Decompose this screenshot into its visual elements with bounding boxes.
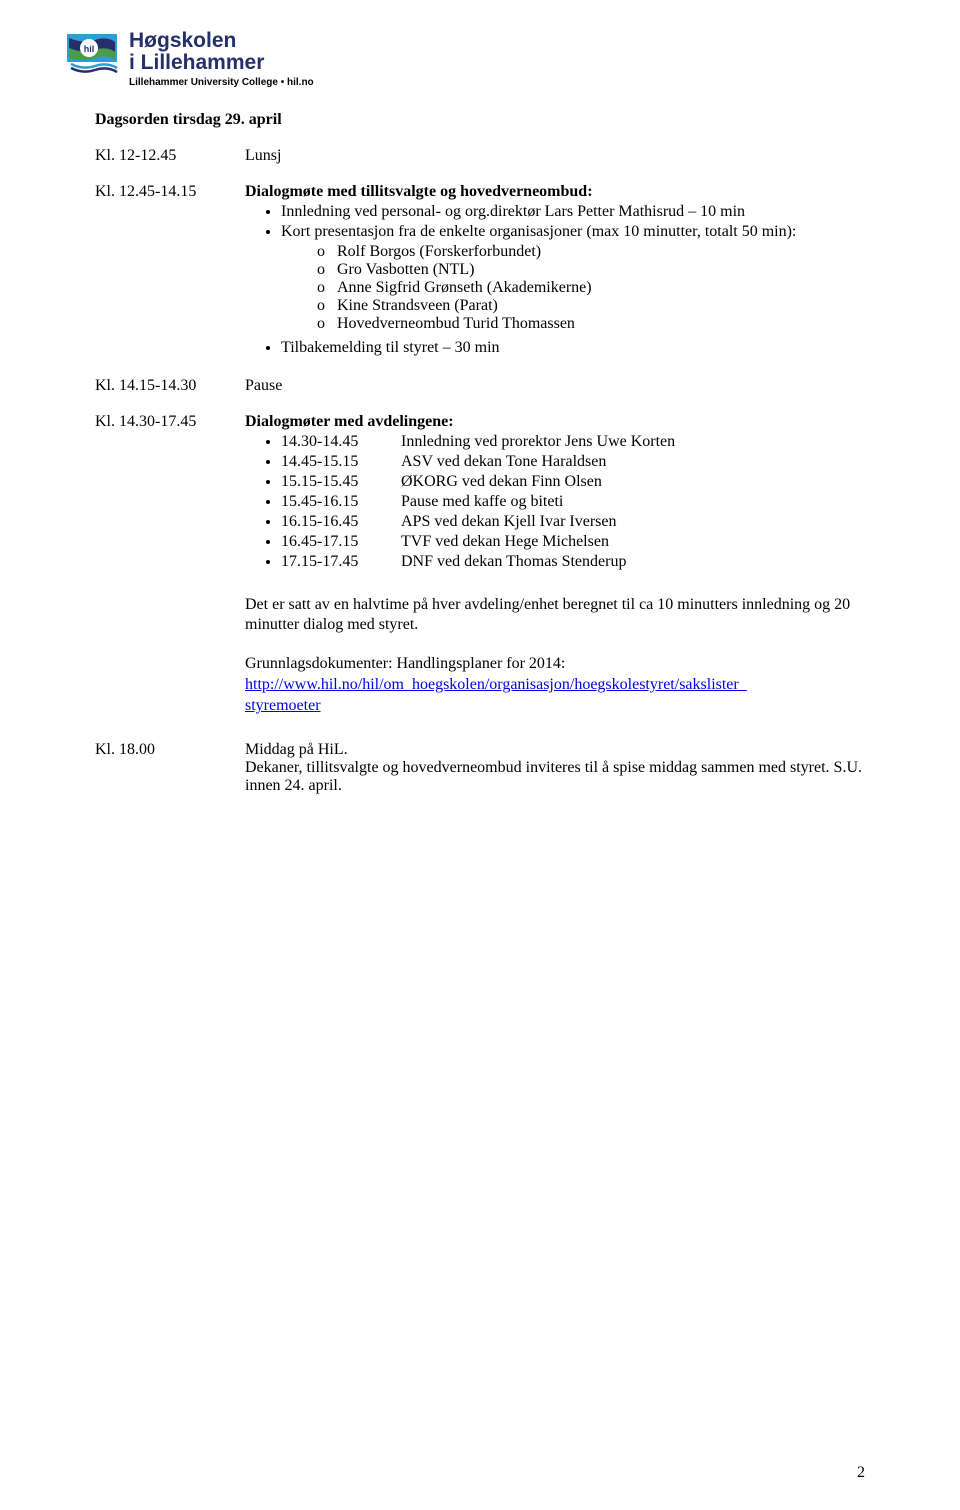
- note-paragraph: Det er satt av en halvtime på hver avdel…: [245, 595, 865, 637]
- logo-name-line2: i Lillehammer: [129, 52, 314, 74]
- note-content: Det er satt av en halvtime på hver avdel…: [245, 595, 865, 735]
- sched-desc: ØKORG ved dekan Finn Olsen: [401, 473, 602, 491]
- list-item-text: Kort presentasjon fra de enkelte organis…: [281, 223, 796, 240]
- time-label: Kl. 14.30-17.45: [95, 413, 245, 589]
- list-item: 17.15-17.45DNF ved dekan Thomas Stenderu…: [281, 553, 865, 571]
- svg-text:hil: hil: [84, 44, 95, 54]
- list-item: 16.45-17.15TVF ved dekan Hege Michelsen: [281, 533, 865, 551]
- page: hil Høgskolen i Lillehammer Lillehammer …: [0, 0, 960, 1510]
- page-title: Dagsorden tirsdag 29. april: [95, 111, 865, 129]
- event-content: Middag på HiL. Dekaner, tillitsvalgte og…: [245, 741, 865, 795]
- list-item: Kort presentasjon fra de enkelte organis…: [281, 223, 865, 333]
- schedule-row-pause: Kl. 14.15-14.30 Pause: [95, 377, 865, 395]
- sched-desc: ASV ved dekan Tone Haraldsen: [401, 453, 606, 471]
- list-item: Hovedverneombud Turid Thomassen: [317, 315, 865, 333]
- logo-name-line1: Høgskolen: [129, 30, 314, 52]
- sched-desc: DNF ved dekan Thomas Stenderup: [401, 553, 626, 571]
- list-item: Innledning ved personal- og org.direktør…: [281, 203, 865, 221]
- dinner-detail: Dekaner, tillitsvalgte og hovedverneombu…: [245, 759, 862, 794]
- time-label: Kl. 18.00: [95, 741, 245, 795]
- schedule-row-lunch: Kl. 12-12.45 Lunsj: [95, 147, 865, 165]
- list-item: 14.45-15.15ASV ved dekan Tone Haraldsen: [281, 453, 865, 471]
- list-item: Kine Strandsveen (Parat): [317, 297, 865, 315]
- page-number: 2: [857, 1464, 865, 1482]
- sched-time: 14.45-15.15: [281, 453, 401, 471]
- note-paragraph: Grunnlagsdokumenter: Handlingsplaner for…: [245, 654, 865, 716]
- schedule-row-dialog2: Kl. 14.30-17.45 Dialogmøter med avdeling…: [95, 413, 865, 589]
- dinner-title: Middag på HiL.: [245, 741, 348, 758]
- event-title: Dialogmøter med avdelingene:: [245, 413, 454, 430]
- list-item: 15.15-15.45ØKORG ved dekan Finn Olsen: [281, 473, 865, 491]
- note-row: Det er satt av en halvtime på hver avdel…: [95, 595, 865, 735]
- time-label: Kl. 12-12.45: [95, 147, 245, 165]
- sched-time: 16.15-16.45: [281, 513, 401, 531]
- event-content: Dialogmøter med avdelingene: 14.30-14.45…: [245, 413, 865, 589]
- list-item: 14.30-14.45Innledning ved prorektor Jens…: [281, 433, 865, 451]
- handlingsplaner-link[interactable]: http://www.hil.no/hil/om_hoegskolen/orga…: [245, 676, 747, 714]
- sched-time: 15.45-16.15: [281, 493, 401, 511]
- institution-logo: hil Høgskolen i Lillehammer Lillehammer …: [65, 30, 865, 89]
- sched-time: 15.15-15.45: [281, 473, 401, 491]
- logo-text: Høgskolen i Lillehammer Lillehammer Univ…: [129, 30, 314, 89]
- event-content: Dialogmøte med tillitsvalgte og hovedver…: [245, 183, 865, 359]
- list-item: Gro Vasbotten (NTL): [317, 261, 865, 279]
- sched-time: 17.15-17.45: [281, 553, 401, 571]
- list-item: Anne Sigfrid Grønseth (Akademikerne): [317, 279, 865, 297]
- event-title: Dialogmøte med tillitsvalgte og hovedver…: [245, 183, 593, 200]
- logo-flag-icon: hil: [65, 30, 123, 80]
- schedule-row-dinner: Kl. 18.00 Middag på HiL. Dekaner, tillit…: [95, 741, 865, 795]
- sched-time: 14.30-14.45: [281, 433, 401, 451]
- sched-desc: APS ved dekan Kjell Ivar Iversen: [401, 513, 617, 531]
- event-label: Lunsj: [245, 147, 865, 165]
- time-label: Kl. 12.45-14.15: [95, 183, 245, 359]
- list-item: 16.15-16.45APS ved dekan Kjell Ivar Iver…: [281, 513, 865, 531]
- event-label: Pause: [245, 377, 865, 395]
- bullet-list: Innledning ved personal- og org.direktør…: [245, 203, 865, 357]
- list-item: 15.45-16.15Pause med kaffe og biteti: [281, 493, 865, 511]
- sched-desc: Innledning ved prorektor Jens Uwe Korten: [401, 433, 675, 451]
- schedule-row-dialog1: Kl. 12.45-14.15 Dialogmøte med tillitsva…: [95, 183, 865, 359]
- docs-label: Grunnlagsdokumenter: Handlingsplaner for…: [245, 655, 565, 672]
- list-item: Tilbakemelding til styret – 30 min: [281, 339, 865, 357]
- sched-desc: TVF ved dekan Hege Michelsen: [401, 533, 609, 551]
- sched-desc: Pause med kaffe og biteti: [401, 493, 563, 511]
- time-label: Kl. 14.15-14.30: [95, 377, 245, 395]
- list-item: Rolf Borgos (Forskerforbundet): [317, 243, 865, 261]
- sub-list: Rolf Borgos (Forskerforbundet) Gro Vasbo…: [281, 243, 865, 333]
- logo-subtitle: Lillehammer University College • hil.no: [129, 78, 314, 89]
- sched-time: 16.45-17.15: [281, 533, 401, 551]
- schedule-list: 14.30-14.45Innledning ved prorektor Jens…: [245, 433, 865, 571]
